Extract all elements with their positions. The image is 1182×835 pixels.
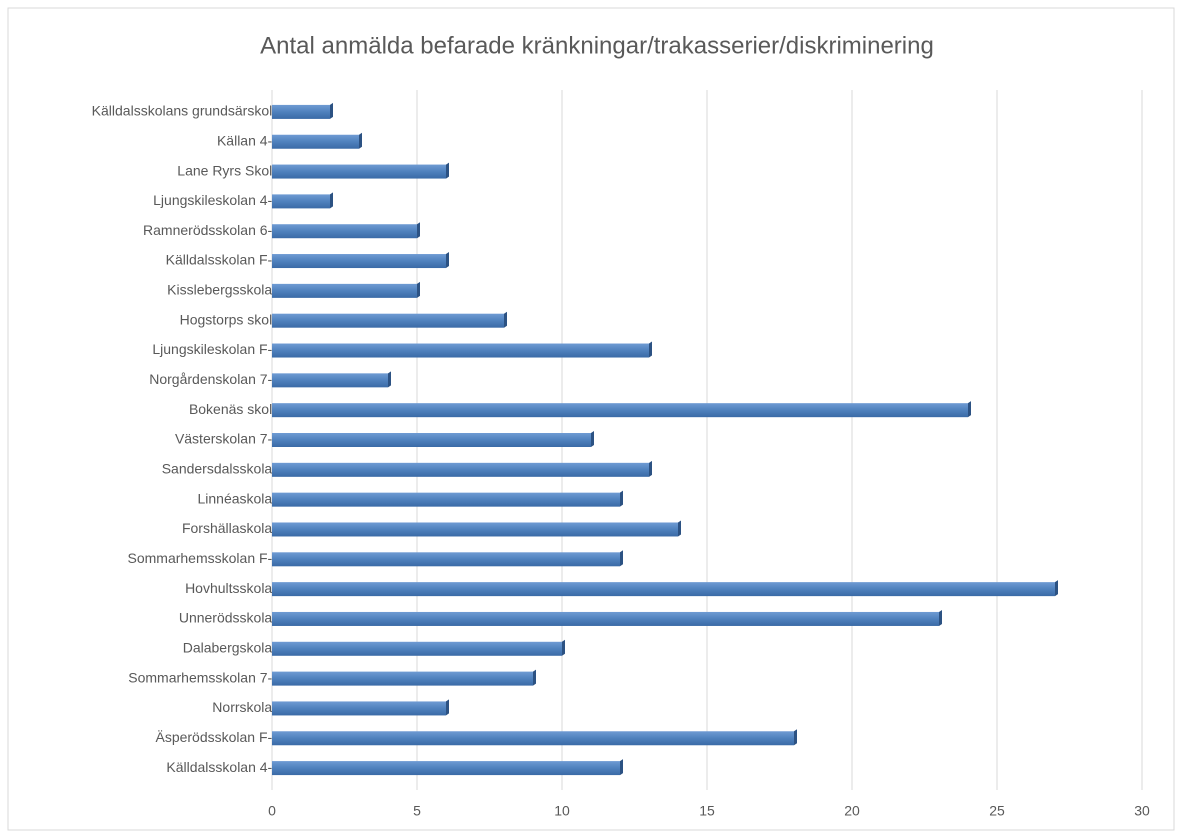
x-tick-label: 30 <box>1134 803 1150 819</box>
bar-side <box>446 252 449 269</box>
bar-side <box>446 162 449 179</box>
bar-side <box>678 520 681 537</box>
chart-title: Antal anmälda befarade kränkningar/traka… <box>260 32 934 59</box>
bar-side <box>620 759 623 776</box>
bar-side <box>794 729 797 746</box>
bar <box>272 522 678 537</box>
chart-border <box>7 7 1175 831</box>
bar-side <box>446 699 449 716</box>
bar <box>272 462 649 477</box>
bar <box>272 283 417 298</box>
bar <box>272 552 620 567</box>
bar-side <box>330 102 333 119</box>
y-tick-label: Sommarhemsskolan F-6 <box>128 550 281 566</box>
bar <box>272 254 446 269</box>
bar-side <box>1055 580 1058 597</box>
bar <box>272 313 504 328</box>
bar <box>272 134 359 149</box>
y-tick-label: Dalabergskolan <box>183 639 280 655</box>
x-tick-label: 25 <box>989 803 1005 819</box>
bar-side <box>620 490 623 507</box>
bar <box>272 731 794 746</box>
bar-side <box>649 341 652 358</box>
bar <box>272 403 968 418</box>
bar-side <box>330 192 333 209</box>
bar-side <box>417 222 420 239</box>
bar-side <box>562 639 565 656</box>
bar <box>272 433 591 447</box>
y-tick-label: Lane Ryrs Skola <box>177 162 280 178</box>
y-tick-label: Hovhultsskolan <box>185 580 280 596</box>
bar <box>272 224 417 239</box>
bar-side <box>649 460 652 477</box>
bar <box>272 373 388 388</box>
y-tick-label: Sandersdalsskolan <box>162 461 280 477</box>
y-tick-label: Hogstorps skola <box>180 311 281 327</box>
y-tick-label: Ljungskileskolan F-3 <box>152 341 280 357</box>
bar-side <box>968 401 971 418</box>
bar-side <box>388 371 391 388</box>
y-tick-label: Norrskolan <box>212 699 280 715</box>
y-tick-label: Kisslebergsskolan <box>167 282 280 298</box>
y-tick-label: Västerskolan 7-9 <box>175 431 280 447</box>
y-tick-label: Källdalsskolan F-3 <box>166 252 281 268</box>
bar <box>272 582 1055 597</box>
y-tick-label: Norgårdenskolan 7-9 <box>149 371 280 387</box>
y-tick-label: Unnerödsskolan <box>179 610 280 626</box>
bar-side <box>417 281 420 298</box>
x-tick-label: 10 <box>554 803 570 819</box>
bar-side <box>504 311 507 328</box>
bar <box>272 194 330 209</box>
x-tick-label: 20 <box>844 803 860 819</box>
bar-side <box>939 609 942 626</box>
x-tick-label: 15 <box>699 803 715 819</box>
x-tick-label: 0 <box>268 803 276 819</box>
y-tick-label: Källdalsskolan 4-6 <box>166 759 280 775</box>
bar <box>272 671 533 686</box>
y-tick-label: Ramnerödsskolan 6-9 <box>143 222 280 238</box>
x-tick-label: 5 <box>413 803 421 819</box>
y-tick-label: Sommarhemsskolan 7-9 <box>128 669 280 685</box>
y-tick-label: Bokenäs skola <box>189 401 280 417</box>
bar-side <box>533 669 536 686</box>
bar <box>272 104 330 119</box>
y-tick-label: Källdalsskolans grundsärskola <box>92 103 281 119</box>
bar <box>272 641 562 656</box>
bar-side <box>591 431 594 447</box>
bar <box>272 492 620 507</box>
bar <box>272 343 649 358</box>
y-tick-label: Linnéaskolan <box>197 490 280 506</box>
y-tick-label: Ljungskileskolan 4-6 <box>153 192 280 208</box>
bar-side <box>359 132 362 149</box>
bar <box>272 701 446 716</box>
y-tick-label: Forshällaskolan <box>182 520 280 536</box>
bar <box>272 761 620 776</box>
bar-side <box>620 550 623 567</box>
y-tick-label: Äsperödsskolan F-6 <box>155 729 280 745</box>
bar <box>272 164 446 179</box>
y-tick-label: Källan 4-9 <box>217 132 280 148</box>
bar <box>272 611 939 626</box>
